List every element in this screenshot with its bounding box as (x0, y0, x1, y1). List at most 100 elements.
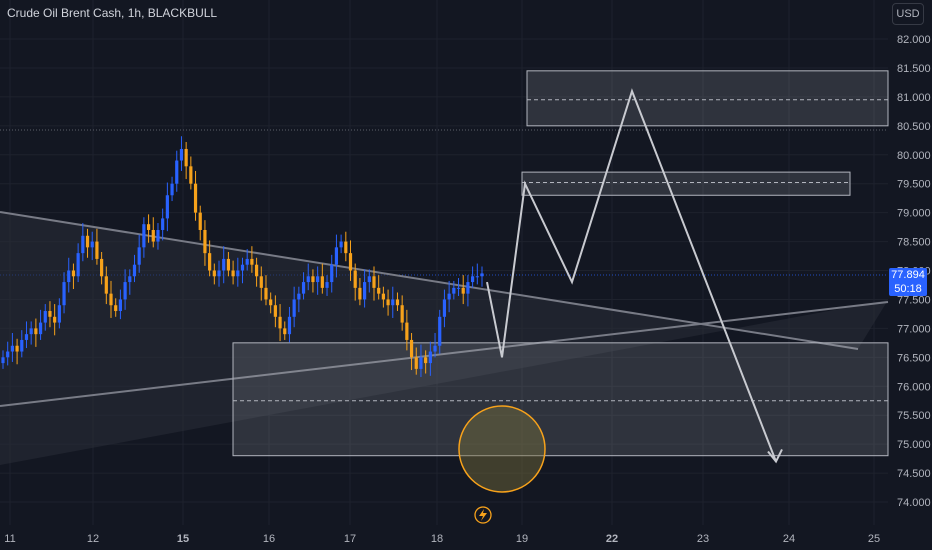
lightning-icon[interactable] (474, 506, 492, 524)
time-tick-label: 15 (177, 533, 189, 545)
candle-body (438, 316, 442, 346)
lightning-icon-ring (474, 506, 492, 524)
price-tick-label: 76.500 (897, 352, 931, 364)
candle-body (208, 253, 212, 271)
candle-body (358, 287, 362, 300)
candle-body (405, 322, 409, 340)
candle-body (104, 276, 108, 294)
candle-body (165, 195, 169, 219)
candle-body (466, 282, 470, 294)
candle-body (6, 351, 10, 358)
candle-body (29, 328, 33, 335)
candle-body (461, 287, 465, 294)
support-zone (232, 342, 889, 457)
price-tick-label: 80.500 (897, 121, 931, 133)
candle-body (409, 339, 414, 358)
channel-fill (0, 212, 888, 465)
candle-body (250, 258, 254, 265)
candle-body (20, 339, 24, 352)
candles (1, 136, 484, 377)
candle-body (114, 305, 118, 312)
candle-body (10, 345, 14, 352)
price-tick-label: 80.000 (897, 150, 931, 162)
candle-body (109, 293, 113, 306)
candle-body (301, 282, 306, 294)
candle-body (90, 241, 94, 248)
candle-body (334, 247, 339, 265)
currency-button[interactable]: USD (892, 3, 924, 25)
candle-body (175, 160, 179, 184)
candle-body (48, 311, 52, 317)
candle-body (456, 287, 461, 289)
time-tick-label: 11 (4, 533, 15, 545)
candle-body (259, 276, 263, 288)
time-tick-label: 18 (431, 533, 443, 545)
candle-body (76, 253, 80, 277)
candle-body (118, 299, 123, 312)
candle-body (184, 148, 188, 167)
candle-body (146, 224, 151, 230)
price-tick-label: 79.500 (897, 179, 931, 191)
candle-body (212, 270, 216, 277)
time-axis: 11 12 15 16 17 18 19 22 23 24 25 (4, 506, 880, 545)
candle-body (67, 270, 71, 283)
candle-body (217, 270, 221, 277)
candle-body (424, 357, 428, 364)
candle-body (245, 258, 249, 265)
candle-body (306, 276, 310, 283)
candle-body (395, 299, 400, 306)
candle-body (480, 273, 484, 277)
price-tick-label: 81.500 (897, 63, 931, 75)
candle-body (419, 357, 423, 369)
price-tick-label: 77.000 (897, 323, 931, 335)
price-tick-label: 77.500 (897, 294, 931, 306)
price-tick-label: 74.500 (897, 468, 931, 480)
candle-body (348, 253, 353, 271)
candle-body (161, 218, 165, 230)
candle-body (353, 270, 357, 288)
candle-body (325, 282, 329, 288)
lightning-icon-bolt (479, 509, 487, 521)
candle-body (222, 258, 226, 271)
candle-body (85, 235, 90, 248)
candle-body (287, 316, 292, 335)
candle-body (283, 328, 287, 335)
projection-arrowhead (767, 449, 783, 464)
candle-body (273, 305, 277, 317)
candle-body (15, 345, 19, 352)
projection-path (486, 88, 783, 464)
candle-body (71, 270, 76, 277)
time-tick-label: 12 (87, 533, 99, 545)
candle-body (193, 183, 198, 213)
candle-body (362, 282, 367, 300)
candle-body (269, 299, 273, 306)
price-axis: 82.000 81.500 81.000 80.500 80.000 79.500 79.0… (897, 34, 931, 509)
candle-body (264, 287, 268, 300)
candle-body (236, 270, 240, 277)
candle-body (57, 305, 61, 323)
candle-body (179, 148, 184, 161)
candle-body (132, 264, 137, 277)
candle-body (151, 229, 155, 242)
price-tick-label: 78.500 (897, 237, 931, 249)
candle-body (189, 166, 193, 184)
candle-body (137, 247, 141, 265)
candle-body (278, 316, 282, 329)
highlight-circle (458, 405, 546, 493)
price-tick-label: 82.000 (897, 34, 931, 46)
candle-body (1, 357, 5, 364)
time-tick-label: 23 (697, 533, 709, 545)
candle-body (414, 357, 418, 369)
time-tick-label: 22 (606, 533, 618, 545)
candle-body (254, 264, 259, 277)
candle-body (447, 293, 451, 300)
candle-body (433, 345, 437, 352)
candle-body (297, 293, 301, 300)
candle-body (372, 276, 376, 288)
candle-body (142, 224, 146, 248)
candle-body (339, 241, 343, 248)
candle-body (231, 270, 235, 277)
candle-body (311, 276, 315, 283)
projection-line (486, 88, 777, 462)
